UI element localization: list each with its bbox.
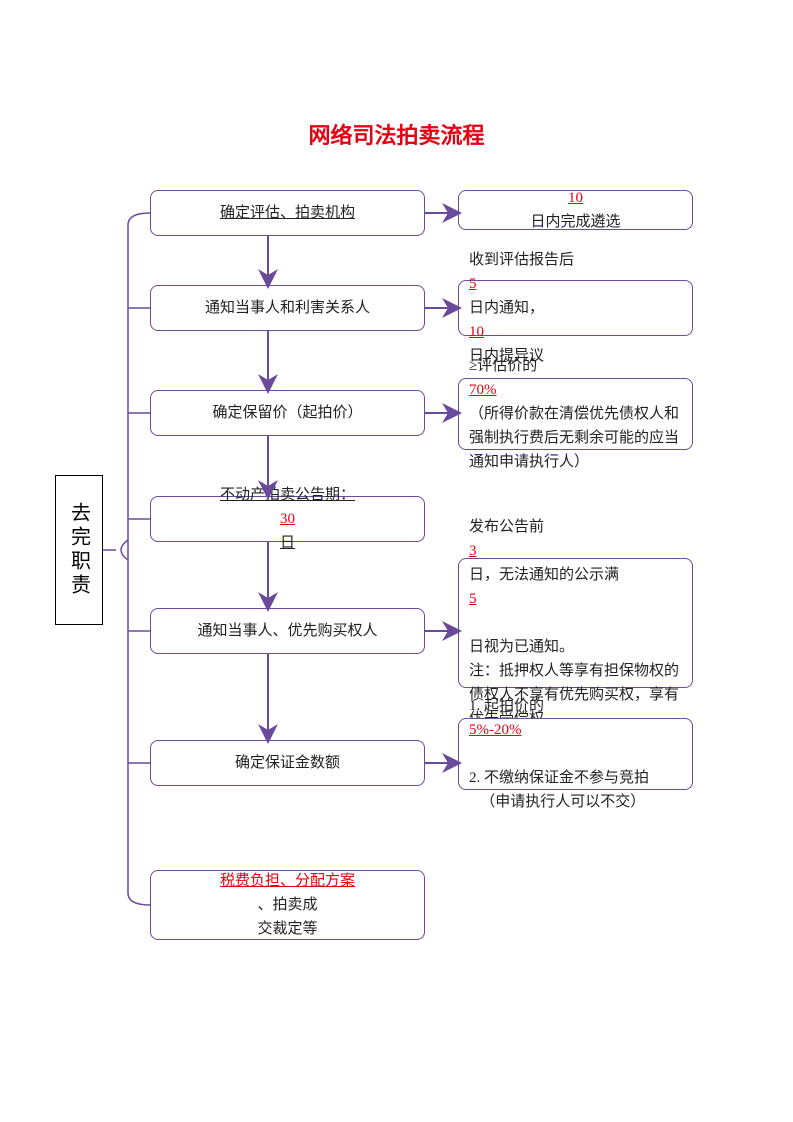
node-r2: 收到评估报告后 5 日内通知，10 日内提异议 <box>458 280 693 336</box>
node-r3: ≥评估价的 70%（所得价款在清偿优先债权人和强制执行费后无剩余可能的应当通知申… <box>458 378 693 450</box>
node-r5: 发布公告前 3 日，无法通知的公示满 5日视为已通知。注：抵押权人等享有担保物权… <box>458 558 693 688</box>
node-r6: 1. 起拍价的 5%-20%2. 不缴纳保证金不参与竞拍 （申请执行人可以不交） <box>458 718 693 790</box>
node-n4: 不动产拍卖公告期：30 日 <box>150 496 425 542</box>
node-n6: 确定保证金数额 <box>150 740 425 786</box>
node-n7: 税费负担、分配方案、拍卖成交裁定等 <box>150 870 425 940</box>
node-n1: 确定评估、拍卖机构 <box>150 190 425 236</box>
node-r1: 10 日内完成遴选 <box>458 190 693 230</box>
page-title: 网络司法拍卖流程 <box>0 118 793 150</box>
side-label: 去完职责 <box>55 475 103 625</box>
node-n2: 通知当事人和利害关系人 <box>150 285 425 331</box>
node-n3: 确定保留价（起拍价） <box>150 390 425 436</box>
node-n5: 通知当事人、优先购买权人 <box>150 608 425 654</box>
